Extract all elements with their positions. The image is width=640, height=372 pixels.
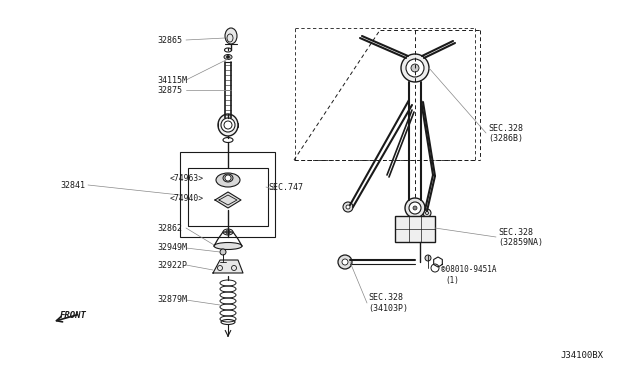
Text: SEC.328: SEC.328 — [498, 228, 533, 237]
Text: 32875: 32875 — [157, 86, 182, 94]
Text: SEC.747: SEC.747 — [268, 183, 303, 192]
Text: <74940>: <74940> — [170, 193, 204, 202]
Text: 32879M: 32879M — [157, 295, 187, 305]
Circle shape — [423, 209, 431, 217]
Text: 32922P: 32922P — [157, 260, 187, 269]
Polygon shape — [213, 260, 243, 273]
Circle shape — [413, 206, 417, 210]
Circle shape — [425, 255, 431, 261]
Ellipse shape — [221, 118, 235, 132]
Text: 32862: 32862 — [157, 224, 182, 232]
Ellipse shape — [225, 28, 237, 44]
Text: SEC.328: SEC.328 — [368, 294, 403, 302]
Circle shape — [338, 255, 352, 269]
Circle shape — [405, 198, 425, 218]
Circle shape — [227, 55, 230, 58]
Circle shape — [225, 175, 231, 181]
Text: J34100BX: J34100BX — [560, 350, 603, 359]
Text: SEC.328: SEC.328 — [488, 124, 523, 132]
Ellipse shape — [223, 229, 233, 235]
Text: 32865: 32865 — [157, 35, 182, 45]
Circle shape — [409, 202, 421, 214]
Circle shape — [401, 54, 429, 82]
Ellipse shape — [223, 174, 233, 182]
Polygon shape — [215, 192, 241, 208]
Text: 34115M: 34115M — [157, 76, 187, 84]
Bar — [395, 216, 435, 242]
Bar — [180, 152, 275, 237]
Text: FRONT: FRONT — [60, 311, 87, 321]
Text: (32859NA): (32859NA) — [498, 237, 543, 247]
Text: (3286B): (3286B) — [488, 134, 523, 142]
Text: <74963>: <74963> — [170, 173, 204, 183]
Circle shape — [406, 59, 424, 77]
Text: 32949M: 32949M — [157, 244, 187, 253]
Bar — [188, 168, 268, 226]
Text: (34103P): (34103P) — [368, 304, 408, 312]
Text: ®08010-9451A: ®08010-9451A — [441, 266, 497, 275]
Ellipse shape — [214, 243, 242, 250]
Circle shape — [220, 249, 226, 255]
Circle shape — [411, 64, 419, 72]
Circle shape — [346, 205, 350, 209]
Ellipse shape — [216, 173, 240, 187]
Circle shape — [342, 259, 348, 265]
Text: 32841: 32841 — [60, 180, 85, 189]
Ellipse shape — [218, 114, 238, 136]
Ellipse shape — [224, 55, 232, 60]
Text: (1): (1) — [445, 276, 459, 285]
Circle shape — [343, 202, 353, 212]
Circle shape — [226, 230, 230, 234]
